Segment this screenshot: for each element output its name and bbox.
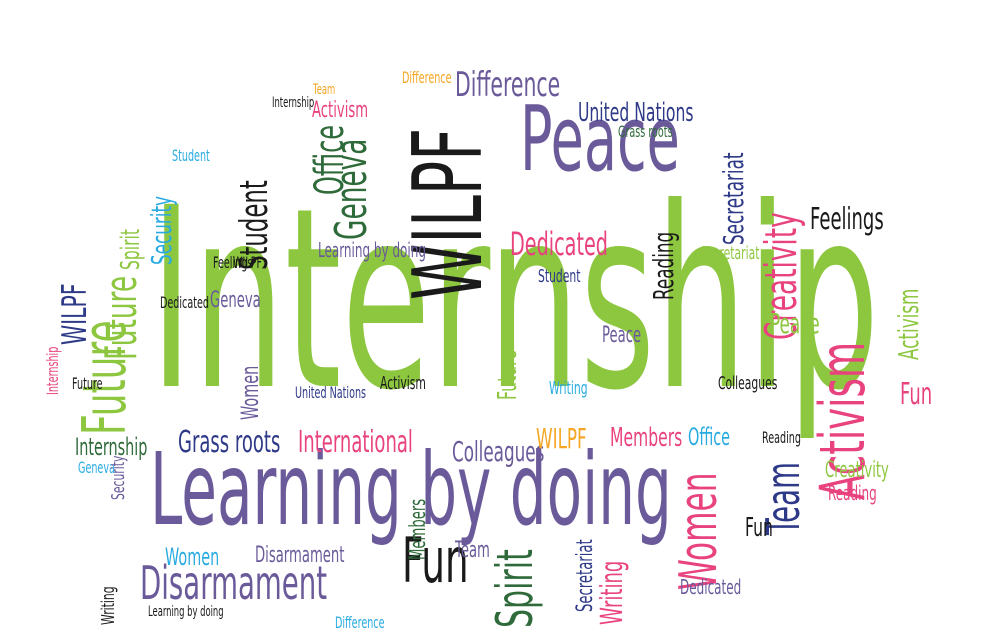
word-office-1: Office — [307, 124, 353, 195]
word-wilpf-2: WILPF — [55, 283, 95, 345]
word-team-2: Team — [455, 538, 490, 563]
word-creativity-2: Creativity — [825, 458, 889, 483]
word-difference-2: Difference — [402, 68, 452, 87]
word-wilpf-large: WILPF — [394, 127, 504, 300]
word-peace-3: Peace — [602, 323, 642, 348]
word-spirit-1: Spirit — [116, 228, 146, 270]
word-fun-large: Fun — [402, 524, 469, 597]
word-united-nations-2: United Nations — [295, 383, 367, 402]
word-security-1: Security — [145, 196, 178, 265]
word-members-1: Members — [610, 423, 683, 453]
word-fun-3: Fun — [745, 513, 773, 543]
word-internship-4: Internship — [43, 346, 62, 395]
word-team-3: Team — [313, 82, 336, 98]
word-spirit-large: Spirit — [486, 549, 544, 628]
word-security-2: Security — [108, 455, 129, 500]
word-future-3: Future — [493, 350, 523, 400]
word-internship-2: Internship — [75, 433, 148, 461]
word-dedicated-3: Dedicated — [160, 293, 209, 312]
word-grass-roots-2: Grass roots — [618, 122, 673, 141]
word-reading-1: Reading — [647, 231, 680, 300]
word-internship-large: Internship — [150, 154, 880, 445]
word-women-2: Women — [236, 365, 264, 420]
word-feelings-1: Feelings — [810, 202, 884, 237]
word-wilpf-4: WILPF — [233, 253, 262, 272]
word-international-1: International — [298, 425, 413, 460]
word-writing-3: Writing — [98, 586, 119, 625]
word-student-2: Student — [538, 266, 581, 287]
word-colleagues-1: Colleagues — [452, 435, 545, 468]
word-members-2: Members — [406, 498, 431, 560]
word-secretariat-3: Secretariat — [700, 243, 760, 264]
word-secretariat-1: Secretariat — [717, 152, 750, 245]
word-internship-3: Internship — [272, 95, 315, 111]
word-writing-2: Writing — [549, 378, 588, 399]
word-dedicated-1: Dedicated — [510, 225, 608, 263]
word-future-2: Future — [96, 275, 147, 360]
word-learning-by-doing-2: Learning by doing — [318, 238, 426, 262]
word-reading-3: Reading — [762, 428, 801, 447]
word-colleagues-2: Colleagues — [718, 373, 778, 394]
word-secretariat-2: Secretariat — [573, 539, 598, 612]
word-geneva-3: Geneva — [78, 458, 115, 477]
word-united-nations-1: United Nations — [578, 98, 694, 128]
word-disarmament-2: Disarmament — [255, 543, 345, 568]
word-difference-1: Difference — [455, 65, 561, 105]
word-feelings-2: Feelings — [213, 253, 253, 272]
word-women-3: Women — [165, 543, 220, 571]
word-fun-2: Fun — [900, 377, 933, 412]
word-learning-by-doing-3: Learning by doing — [148, 604, 224, 620]
word-student-3: Student — [172, 146, 210, 165]
word-wilpf-3: WILPF — [536, 422, 587, 455]
word-peace-2: Peace — [770, 307, 820, 340]
word-geneva-2: Geneva — [210, 288, 261, 313]
word-dedicated-2: Dedicated — [680, 575, 742, 599]
word-future-4: Future — [72, 374, 103, 393]
word-reading-2: Reading — [828, 481, 877, 505]
word-disarmament-large: Disarmament — [140, 556, 328, 610]
word-grass-roots-1: Grass roots — [178, 425, 281, 460]
word-activism-3: Activism — [312, 98, 369, 123]
word-office-2: Office — [688, 423, 731, 451]
word-women-large: Women — [669, 472, 729, 590]
word-activism-4: Activism — [380, 373, 426, 394]
word-difference-3: Difference — [335, 613, 385, 632]
word-writing-1: Writing — [595, 560, 630, 625]
word-learning-by-doing-large: Learning by doing — [150, 431, 672, 548]
word-peace-large: Peace — [520, 87, 680, 192]
word-activism-2: Activism — [892, 288, 925, 360]
